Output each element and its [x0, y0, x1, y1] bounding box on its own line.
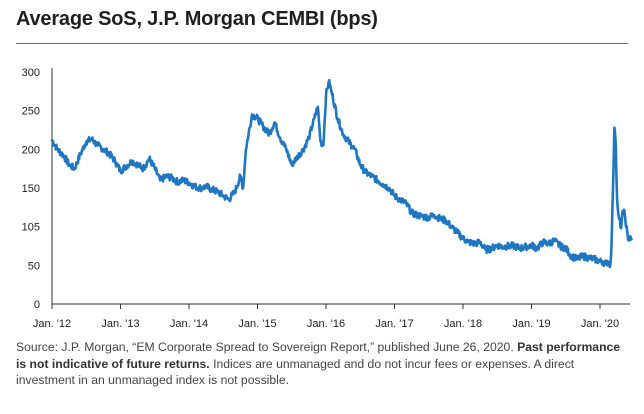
- title-rule: [16, 43, 628, 44]
- footer-source: Source: J.P. Morgan, “EM Corporate Sprea…: [16, 340, 514, 354]
- y-tick-label: 50: [28, 260, 40, 272]
- x-tick-label: Jan. '17: [375, 318, 413, 330]
- x-tick-label: Jan. '14: [170, 318, 208, 330]
- y-axis: 0 50 105 150 200 250 300: [22, 67, 53, 311]
- x-tick-label: Jan. '19: [512, 318, 550, 330]
- x-tick-label: Jan. '20: [581, 318, 619, 330]
- y-tick-label: 300: [22, 67, 40, 79]
- chart-title: Average SoS, J.P. Morgan CEMBI (bps): [16, 8, 378, 30]
- y-tick-label: 250: [22, 106, 40, 118]
- x-tick-label: Jan. '15: [238, 318, 276, 330]
- x-tick-label: Jan. '13: [101, 318, 139, 330]
- x-tick-label: Jan. '12: [33, 318, 71, 330]
- y-tick-label: 150: [22, 183, 40, 195]
- y-tick-label: 200: [22, 144, 40, 156]
- y-tick-label: 105: [22, 222, 40, 234]
- footer-disclaimer: Past performance is not indicative of fu…: [16, 340, 621, 371]
- series-line: [50, 78, 633, 269]
- x-tick-label: Jan. '16: [307, 318, 345, 330]
- y-tick-label: 0: [34, 299, 40, 311]
- x-tick-label: Jan. '18: [444, 318, 482, 330]
- x-axis: Jan. '12 Jan. '13 Jan. '14 Jan. '15 Jan. '16…: [33, 303, 630, 330]
- footer-rest: Indices are unmanaged and do not incur f…: [16, 356, 575, 388]
- footer-note: Source: J.P. Morgan, “EM Corporate Sprea…: [16, 339, 630, 389]
